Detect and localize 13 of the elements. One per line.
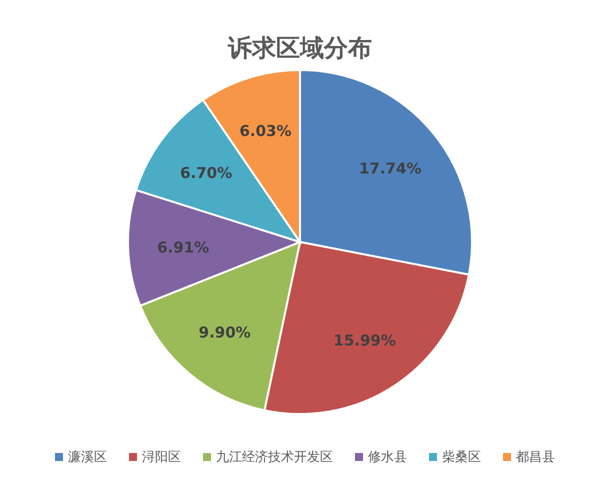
data-label: 6.91% bbox=[157, 238, 210, 256]
legend-label: 九江经济技术开发区 bbox=[216, 450, 333, 465]
data-label: 6.70% bbox=[180, 164, 232, 182]
data-label: 6.03% bbox=[239, 122, 292, 140]
data-label: 9.90% bbox=[198, 323, 251, 342]
legend-label: 柴桑区 bbox=[442, 450, 481, 465]
data-label: 15.99% bbox=[333, 331, 396, 350]
data-label: 17.74% bbox=[358, 160, 422, 178]
legend-label: 濂溪区 bbox=[68, 450, 107, 465]
chart-title: 诉求区域分布 bbox=[227, 34, 372, 62]
legend-label: 修水县 bbox=[368, 450, 407, 465]
legend-label: 浔阳区 bbox=[142, 450, 181, 465]
legend-label: 都昌县 bbox=[516, 450, 555, 465]
